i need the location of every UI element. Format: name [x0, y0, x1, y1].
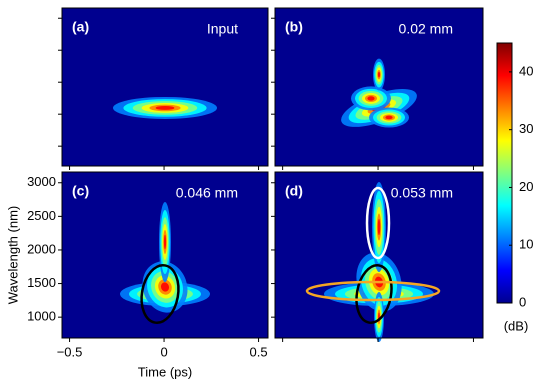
- y-tick-label: 1000: [27, 309, 56, 324]
- x-tick-label: 0: [160, 344, 167, 359]
- y-tick-label: 1500: [27, 275, 56, 290]
- panel-annotation: 0.046 mm: [176, 185, 238, 201]
- panel-frame: [61, 7, 269, 167]
- heat-blob: [385, 115, 393, 120]
- panel-label: (b): [285, 19, 303, 35]
- y-tick-label: 2500: [27, 208, 56, 223]
- heat-blob: [377, 218, 381, 236]
- x-tick-label: 0.5: [250, 344, 268, 359]
- heat-blob: [377, 71, 381, 78]
- colorbar: [496, 42, 513, 304]
- panel-annotation: 0.053 mm: [391, 185, 453, 201]
- heat-blob: [163, 234, 167, 250]
- panel-annotation: Input: [207, 21, 238, 37]
- y-axis-label: Wavelength (nm): [5, 206, 20, 305]
- heatmap-bg: [62, 8, 268, 166]
- panel-label: (a): [72, 19, 89, 35]
- colorbar-tick-label: 40: [519, 63, 533, 78]
- heat-blob: [367, 96, 375, 101]
- x-axis-label: Time (ps): [138, 364, 192, 379]
- highlight-oval: [355, 264, 393, 324]
- panel-frame: [274, 171, 484, 339]
- x-tick-label: −0.5: [57, 344, 83, 359]
- highlight-oval: [140, 264, 180, 324]
- panel-annotation: 0.02 mm: [399, 21, 453, 37]
- y-tick-label: 2000: [27, 241, 56, 256]
- y-tick-label: 3000: [27, 174, 56, 189]
- colorbar-tick-label: 0: [519, 294, 526, 309]
- colorbar-label: (dB): [504, 318, 529, 333]
- panel-label: (d): [285, 183, 303, 199]
- panel-frame: [61, 171, 269, 339]
- panel-frame: [274, 7, 484, 167]
- colorbar-tick-label: 10: [519, 237, 533, 252]
- heat-blob: [155, 105, 175, 110]
- colorbar-tick-label: 30: [519, 121, 533, 136]
- highlight-oval: [365, 186, 391, 260]
- colorbar-tick-label: 20: [519, 179, 533, 194]
- highlight-oval: [305, 280, 441, 302]
- heat-blob: [160, 282, 170, 292]
- panel-label: (c): [72, 183, 89, 199]
